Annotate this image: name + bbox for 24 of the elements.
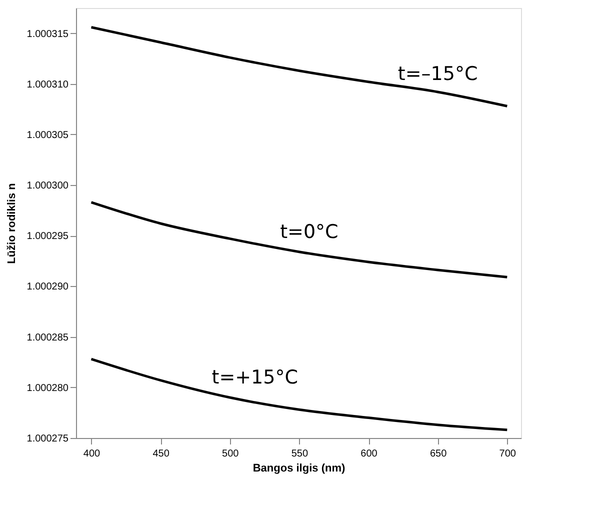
y-tick-label: 1.000310	[26, 79, 69, 90]
x-axis-title: Bangos ilgis (nm)	[252, 462, 346, 474]
y-tick-label: 1.000280	[26, 382, 69, 394]
y-tick-label: 1.000295	[26, 231, 69, 242]
annotation: t=+15°C	[212, 366, 298, 389]
x-tick-label: 650	[430, 448, 448, 460]
y-tick-label: 1.000290	[26, 282, 69, 293]
y-tick-label: 1.000315	[26, 28, 69, 40]
x-tick-label: 550	[291, 448, 308, 460]
x-tick-label: 450	[152, 448, 170, 460]
annotation: t=0°C	[280, 220, 338, 243]
line-series	[90, 358, 508, 432]
annotation: t=–15°C	[398, 62, 478, 85]
y-tick-label: 1.000300	[26, 180, 69, 192]
line-series	[90, 26, 508, 108]
y-tick-label: 1.000305	[26, 130, 69, 141]
y-tick-label: 1.000285	[26, 332, 69, 344]
line-series	[90, 201, 508, 278]
y-tick-label: 1.000275	[26, 434, 69, 444]
x-tick-label: 400	[83, 448, 101, 460]
y-axis-title: Lūžio rodiklis n	[6, 182, 18, 264]
x-tick-label: 500	[222, 448, 240, 460]
x-tick-label: 600	[360, 448, 378, 460]
x-tick-label: 700	[499, 448, 516, 460]
